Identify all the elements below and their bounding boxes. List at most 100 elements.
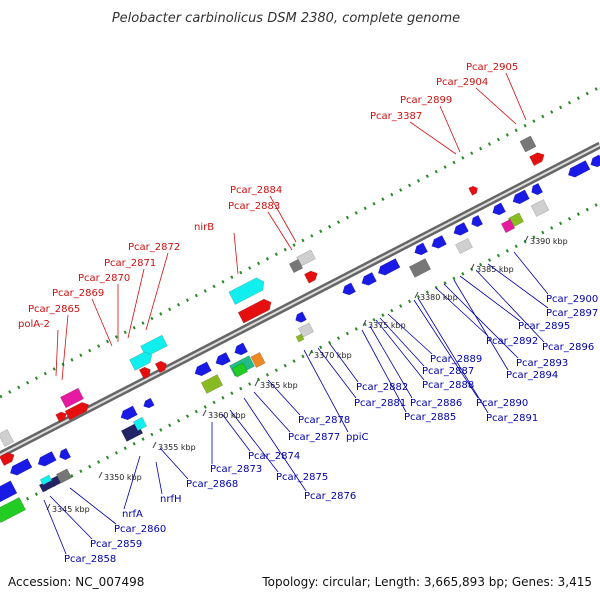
gene-feature	[200, 374, 224, 394]
reverse-gene-label: Pcar_2877	[288, 432, 340, 443]
reverse-gene-label: Pcar_2885	[404, 412, 456, 423]
gene-feature	[567, 160, 591, 178]
forward-gene-label: Pcar_2884	[230, 185, 282, 196]
forward-gene-label: nirB	[194, 222, 214, 233]
gene-feature	[37, 451, 57, 467]
reverse-gene-label: Pcar_2874	[248, 451, 300, 462]
tick-label: 3345 kbp	[52, 505, 90, 514]
reverse-gene-label: Pcar_2882	[356, 382, 408, 393]
gene-feature	[453, 222, 469, 236]
reverse-gene-label: Pcar_2876	[304, 491, 356, 502]
gene-feature	[215, 352, 231, 366]
gene-feature	[250, 352, 266, 368]
gene-feature	[194, 361, 212, 377]
forward-gene-label: polA-2	[18, 319, 50, 330]
reverse-gene-label: Pcar_2892	[486, 336, 538, 347]
reverse-gene-label: Pcar_2888	[422, 380, 474, 391]
gene-feature	[471, 214, 484, 228]
gene-feature	[0, 452, 15, 466]
gene-feature	[129, 351, 153, 371]
forward-gene-label: Pcar_2904	[436, 77, 488, 88]
reverse-guide-line	[0, 201, 600, 515]
reverse-gene-label: Pcar_2858	[64, 554, 116, 565]
gene-feature	[512, 189, 530, 205]
tick-label: 3380 kbp	[420, 293, 458, 302]
tick-label: 3370 kbp	[314, 351, 352, 360]
gene-feature	[590, 154, 600, 168]
reverse-gene-label: nrfA	[122, 509, 143, 520]
gene-feature	[132, 416, 148, 432]
gene-feature	[0, 429, 14, 447]
gene-labels: polA-2 Pcar_2865 Pcar_2869 Pcar_2870 Pcar_28…	[18, 62, 598, 565]
gene-feature	[39, 474, 53, 486]
reverse-gene-label: Pcar_2878	[298, 415, 350, 426]
gene-feature	[55, 411, 67, 423]
forward-gene-label: Pcar_3387	[370, 111, 422, 122]
gene-feature	[414, 242, 428, 256]
reverse-gene-label: Pcar_2875	[276, 472, 328, 483]
gene-feature	[455, 238, 473, 254]
gene-feature	[530, 199, 550, 217]
gene-feature	[500, 218, 516, 234]
gene-feature	[59, 447, 72, 461]
gene-feature	[120, 405, 138, 421]
tick-label: 3365 kbp	[260, 381, 298, 390]
genome-backbone	[0, 141, 600, 459]
gene-feature	[295, 311, 307, 323]
gene-feature	[342, 282, 356, 296]
gene-feature	[431, 235, 447, 249]
backbone-inner	[0, 144, 600, 456]
reverse-gene-label: Pcar_2873	[210, 464, 262, 475]
gene-feature	[38, 475, 62, 493]
gene-feature	[529, 152, 545, 166]
reverse-gene-label: Pcar_2890	[476, 398, 528, 409]
gene-feature	[232, 362, 248, 378]
tick-label: 3390 kbp	[530, 237, 568, 246]
gene-feature	[304, 270, 318, 284]
gene-feature	[519, 135, 537, 153]
forward-gene-label: Pcar_2871	[104, 258, 156, 269]
gene-feature	[288, 258, 304, 274]
gene-features	[0, 135, 600, 523]
tick-label: 3355 kbp	[158, 443, 196, 452]
forward-gene-label: Pcar_2872	[128, 242, 180, 253]
reverse-gene-label: ppiC	[346, 432, 368, 443]
gene-feature	[9, 458, 33, 476]
gene-feature	[138, 366, 151, 380]
gene-feature	[468, 185, 478, 196]
gene-feature	[377, 258, 401, 276]
gene-feature	[56, 468, 72, 484]
gene-feature	[0, 480, 18, 504]
gene-feature	[408, 258, 432, 278]
reverse-gene-label: Pcar_2893	[516, 358, 568, 369]
gene-feature	[361, 272, 377, 286]
forward-gene-label: Pcar_2905	[466, 62, 518, 73]
gene-feature	[64, 402, 89, 421]
gene-feature	[234, 342, 248, 356]
gene-feature	[531, 182, 544, 196]
gene-feature	[295, 333, 305, 343]
genome-summary-text: Topology: circular; Length: 3,665,893 bp…	[261, 575, 592, 589]
gene-feature	[154, 360, 167, 374]
reverse-gene-label: Pcar_2889	[430, 354, 482, 365]
reverse-gene-label: Pcar_2859	[90, 539, 142, 550]
gene-feature	[237, 298, 272, 324]
map-title: Pelobacter carbinolicus DSM 2380, comple…	[112, 11, 460, 26]
reverse-gene-label: Pcar_2881	[354, 398, 406, 409]
accession-text: Accession: NC_007498	[8, 575, 144, 589]
forward-gene-label: Pcar_2865	[28, 304, 80, 315]
reverse-gene-label: Pcar_2868	[186, 479, 238, 490]
gene-feature	[228, 277, 265, 305]
gene-feature	[0, 497, 26, 523]
reverse-gene-label: Pcar_2887	[422, 366, 474, 377]
forward-gene-label: Pcar_2899	[400, 95, 452, 106]
reverse-gene-label: Pcar_2896	[542, 342, 594, 353]
gene-feature	[143, 397, 155, 409]
reverse-gene-label: Pcar_2860	[114, 524, 166, 535]
reverse-gene-label: Pcar_2900	[546, 294, 598, 305]
reverse-gene-label: Pcar_2891	[486, 413, 538, 424]
reverse-gene-label: Pcar_2895	[518, 321, 570, 332]
forward-gene-label: Pcar_2883	[228, 201, 280, 212]
gene-feature	[492, 202, 506, 216]
